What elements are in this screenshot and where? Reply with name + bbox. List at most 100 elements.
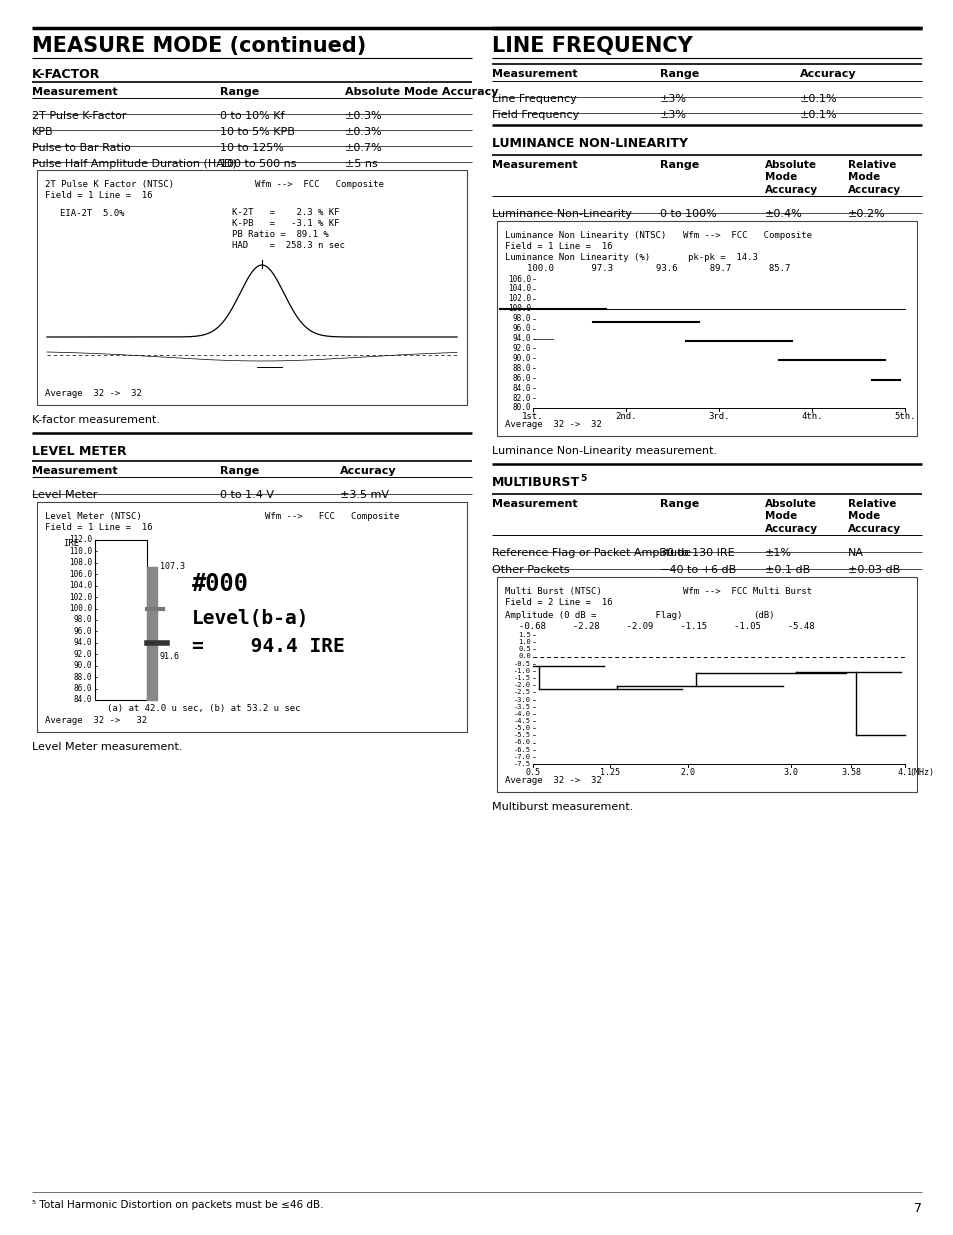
Text: 96.0: 96.0: [512, 324, 531, 333]
Text: PB Ratio =  89.1 %: PB Ratio = 89.1 %: [232, 230, 329, 240]
Text: ±5 ns: ±5 ns: [345, 159, 377, 169]
Text: 3rd.: 3rd.: [707, 412, 729, 421]
Text: 90.0: 90.0: [73, 661, 91, 671]
Text: ±3.5 mV: ±3.5 mV: [339, 490, 389, 500]
Text: 102.0: 102.0: [507, 294, 531, 304]
Text: Wfm -->  FCC   Composite: Wfm --> FCC Composite: [254, 180, 384, 189]
Text: 90.0: 90.0: [512, 354, 531, 363]
Text: 80.0: 80.0: [512, 404, 531, 412]
Text: =    94.4 IRE: = 94.4 IRE: [192, 637, 344, 656]
Text: 86.0: 86.0: [73, 684, 91, 693]
Text: ±3%: ±3%: [659, 94, 686, 104]
Text: 91.6: 91.6: [160, 652, 180, 661]
Text: -2.0: -2.0: [514, 682, 531, 688]
Text: Average  32 ->   32: Average 32 -> 32: [45, 716, 147, 725]
Text: KPB: KPB: [32, 127, 53, 137]
Text: -7.5: -7.5: [514, 761, 531, 767]
Text: 5th.: 5th.: [893, 412, 915, 421]
Text: 1st.: 1st.: [521, 412, 543, 421]
Text: Absolute
Mode
Accuracy: Absolute Mode Accuracy: [764, 161, 818, 195]
Text: Average  32 ->  32: Average 32 -> 32: [504, 776, 601, 785]
Text: 92.0: 92.0: [73, 650, 91, 658]
Text: pk-pk =  14.3: pk-pk = 14.3: [687, 253, 757, 262]
Text: MULTIBURST: MULTIBURST: [492, 475, 579, 489]
Text: 100.0       97.3        93.6      89.7       85.7: 100.0 97.3 93.6 89.7 85.7: [526, 264, 789, 273]
Text: 94.0: 94.0: [73, 638, 91, 647]
Text: -0.68     -2.28     -2.09     -1.15     -1.05     -5.48: -0.68 -2.28 -2.09 -1.15 -1.05 -5.48: [518, 622, 814, 631]
Text: Range: Range: [659, 499, 699, 509]
Text: Field = 1 Line =  16: Field = 1 Line = 16: [45, 191, 152, 200]
Text: 88.0: 88.0: [512, 364, 531, 373]
Text: 0.0: 0.0: [517, 653, 531, 659]
Text: 96.0: 96.0: [73, 627, 91, 636]
Text: -4.5: -4.5: [514, 718, 531, 724]
Text: Field Frequency: Field Frequency: [492, 110, 578, 120]
Text: ±0.03 dB: ±0.03 dB: [847, 564, 900, 576]
Text: 86.0: 86.0: [512, 374, 531, 383]
Text: 0 to 10% Kf: 0 to 10% Kf: [220, 111, 284, 121]
Text: Multi Burst (NTSC): Multi Burst (NTSC): [504, 587, 601, 597]
Text: 110.0: 110.0: [69, 547, 91, 556]
Text: 92.0: 92.0: [512, 345, 531, 353]
Text: 108.0: 108.0: [69, 558, 91, 567]
Text: Measurement: Measurement: [492, 69, 577, 79]
Text: -1.5: -1.5: [514, 676, 531, 680]
Text: Wfm -->  FCC   Composite: Wfm --> FCC Composite: [682, 231, 811, 240]
Text: 2T Pulse K-Factor: 2T Pulse K-Factor: [32, 111, 127, 121]
Text: 104.0: 104.0: [69, 582, 91, 590]
Text: 84.0: 84.0: [512, 384, 531, 393]
Text: -3.0: -3.0: [514, 697, 531, 703]
Text: 4.1: 4.1: [897, 768, 911, 777]
Text: Wfm -->  FCC Multi Burst: Wfm --> FCC Multi Burst: [682, 587, 811, 597]
Text: Level(b-a): Level(b-a): [192, 609, 309, 629]
Text: HAD    =  258.3 n sec: HAD = 258.3 n sec: [232, 241, 345, 249]
Text: (a) at 42.0 u sec, (b) at 53.2 u sec: (a) at 42.0 u sec, (b) at 53.2 u sec: [107, 704, 300, 713]
Text: 3.58: 3.58: [841, 768, 861, 777]
Text: 82.0: 82.0: [512, 394, 531, 403]
Text: Measurement: Measurement: [492, 499, 577, 509]
Text: 98.0: 98.0: [73, 615, 91, 625]
Text: Average  32 ->  32: Average 32 -> 32: [45, 389, 142, 398]
Text: 106.0: 106.0: [507, 274, 531, 284]
Text: 106.0: 106.0: [69, 569, 91, 579]
Text: -5.5: -5.5: [514, 732, 531, 739]
Text: ±0.1%: ±0.1%: [800, 94, 837, 104]
Text: 88.0: 88.0: [73, 673, 91, 682]
Text: Relative
Mode
Accuracy: Relative Mode Accuracy: [847, 499, 901, 534]
Text: ⁵ Total Harmonic Distortion on packets must be ≤46 dB.: ⁵ Total Harmonic Distortion on packets m…: [32, 1200, 323, 1210]
Text: Field = 1 Line =  16: Field = 1 Line = 16: [45, 522, 152, 532]
Text: 10 to 125%: 10 to 125%: [220, 143, 284, 153]
Text: Accuracy: Accuracy: [339, 466, 396, 475]
Text: -2.5: -2.5: [514, 689, 531, 695]
Text: -1.0: -1.0: [514, 668, 531, 674]
Text: K-factor measurement.: K-factor measurement.: [32, 415, 160, 425]
Bar: [37, 501, 467, 732]
Text: ±0.1 dB: ±0.1 dB: [764, 564, 809, 576]
Text: ±0.7%: ±0.7%: [345, 143, 382, 153]
Text: Field = 2 Line =  16: Field = 2 Line = 16: [504, 598, 612, 606]
Text: 104.0: 104.0: [507, 284, 531, 294]
Text: ±0.3%: ±0.3%: [345, 127, 382, 137]
Text: NA: NA: [847, 548, 863, 558]
Text: Range: Range: [220, 86, 259, 98]
Text: -7.0: -7.0: [514, 753, 531, 760]
Text: Absolute Mode Accuracy: Absolute Mode Accuracy: [345, 86, 498, 98]
Text: −40 to +6 dB: −40 to +6 dB: [659, 564, 736, 576]
Bar: [497, 221, 916, 436]
Text: Level Meter (NTSC): Level Meter (NTSC): [45, 513, 142, 521]
Text: Level Meter: Level Meter: [32, 490, 97, 500]
Text: 100.0: 100.0: [69, 604, 91, 613]
Text: Measurement: Measurement: [32, 466, 117, 475]
Text: -0.5: -0.5: [514, 661, 531, 667]
Text: 0.5: 0.5: [525, 768, 540, 777]
Text: 100 to 500 ns: 100 to 500 ns: [220, 159, 296, 169]
Text: Amplitude (0 dB =           Flag): Amplitude (0 dB = Flag): [504, 611, 681, 620]
Text: Multiburst measurement.: Multiburst measurement.: [492, 802, 633, 811]
Text: -6.5: -6.5: [514, 747, 531, 752]
Text: 84.0: 84.0: [73, 695, 91, 704]
Text: -6.0: -6.0: [514, 740, 531, 746]
Text: 10 to 5% KPB: 10 to 5% KPB: [220, 127, 294, 137]
Text: EIA-2T  5.0%: EIA-2T 5.0%: [60, 209, 125, 219]
Text: Luminance Non-Linearity measurement.: Luminance Non-Linearity measurement.: [492, 446, 717, 456]
Text: 112.0: 112.0: [69, 536, 91, 545]
